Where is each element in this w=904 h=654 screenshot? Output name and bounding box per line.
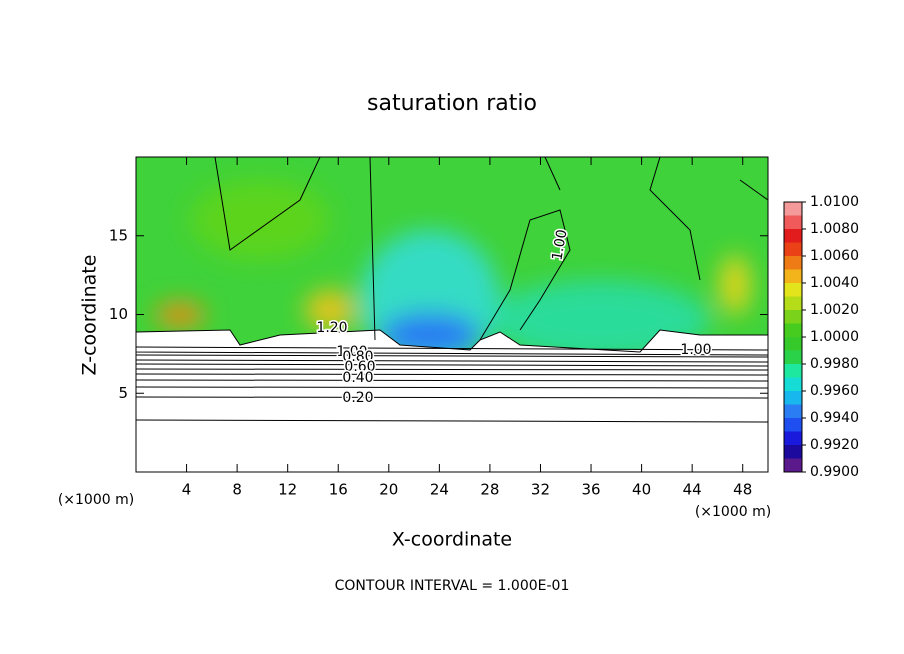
x-tick-label: 28 — [480, 481, 499, 499]
contour-label: 0.40 — [342, 370, 373, 386]
y-tick-label: 5 — [118, 384, 128, 402]
colorbar-swatch — [784, 404, 802, 418]
colorbar-tick-label: 1.0080 — [810, 221, 859, 237]
colorbar-swatch — [784, 391, 802, 405]
colorbar-swatch — [784, 431, 802, 445]
colorbar-swatch — [784, 458, 802, 472]
x-unit: (×1000 m) — [695, 504, 771, 520]
contour-label: 0.80 — [342, 349, 373, 365]
colorbar-swatch — [784, 445, 802, 459]
x-tick-label: 44 — [683, 481, 702, 499]
x-tick-label: 32 — [531, 481, 550, 499]
colorbar-swatch — [784, 269, 802, 283]
colorbar-swatch — [784, 215, 802, 229]
x-tick-label: 20 — [379, 481, 398, 499]
colorbar-swatch — [784, 337, 802, 351]
x-tick-label: 36 — [581, 481, 600, 499]
y-axis-label: Z-coordinate — [79, 255, 101, 376]
colorbar-swatch — [784, 350, 802, 364]
footer: CONTOUR INTERVAL = 1.000E-01 — [335, 578, 570, 594]
contour-label: 1.20 — [316, 320, 347, 336]
x-tick-label: 4 — [182, 481, 192, 499]
contour-label: 0.60 — [344, 359, 375, 375]
x-tick-label: 12 — [278, 481, 297, 499]
colorbar-swatch — [784, 323, 802, 337]
colorbar-tick-label: 0.9940 — [810, 410, 859, 426]
chart-title: saturation ratio — [367, 91, 537, 116]
colorbar-tick-label: 0.9960 — [810, 383, 859, 399]
colorbar-tick-label: 0.9900 — [810, 464, 859, 480]
x-tick-label: 24 — [430, 481, 449, 499]
x-tick-label: 16 — [329, 481, 348, 499]
colorbar-swatch — [784, 242, 802, 256]
x-tick-label: 48 — [733, 481, 752, 499]
y-tick-label: 10 — [109, 305, 128, 323]
colorbar-swatch — [784, 310, 802, 324]
colorbar-swatch — [784, 418, 802, 432]
colorbar-swatch — [784, 283, 802, 297]
colorbar-tick-label: 0.9980 — [810, 356, 859, 372]
colorbar-tick-label: 1.0000 — [810, 329, 859, 345]
contour-label: 1.00 — [680, 342, 711, 358]
y-tick-label: 15 — [109, 226, 128, 244]
colorbar-tick-label: 0.9920 — [810, 437, 859, 453]
colorbar-swatch — [784, 296, 802, 310]
x-unit: (×1000 m) — [58, 492, 134, 508]
colorbar-swatch — [784, 377, 802, 391]
colorbar-tick-label: 1.0040 — [810, 275, 859, 291]
x-axis-label: X-coordinate — [392, 529, 512, 551]
colorbar-swatch — [784, 202, 802, 216]
field — [136, 157, 768, 472]
colorbar-tick-label: 1.0060 — [810, 248, 859, 264]
colorbar-tick-label: 1.0020 — [810, 302, 859, 318]
x-tick-label: 8 — [232, 481, 242, 499]
x-tick-label: 40 — [632, 481, 651, 499]
colorbar-swatch — [784, 256, 802, 270]
colorbar-tick-label: 1.0100 — [810, 194, 859, 210]
contour-label: 1.00 — [336, 344, 367, 360]
colorbar-swatch — [784, 229, 802, 243]
contour-label: 0.20 — [342, 390, 373, 406]
colorbar-swatch — [784, 364, 802, 378]
